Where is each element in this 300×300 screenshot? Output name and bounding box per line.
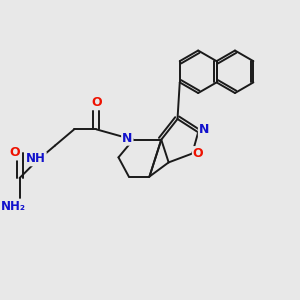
Text: N: N bbox=[122, 132, 133, 145]
Text: N: N bbox=[199, 123, 209, 136]
Text: O: O bbox=[10, 146, 20, 160]
Text: O: O bbox=[193, 147, 203, 160]
Text: NH: NH bbox=[26, 152, 46, 165]
Text: O: O bbox=[91, 96, 102, 109]
Text: NH₂: NH₂ bbox=[1, 200, 26, 213]
